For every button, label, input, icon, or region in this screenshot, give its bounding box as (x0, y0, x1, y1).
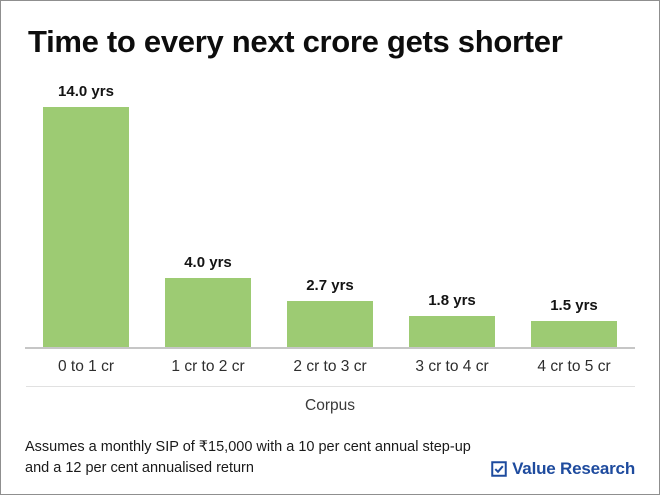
page-title: Time to every next crore gets shorter (28, 24, 563, 59)
bar (287, 301, 373, 347)
bar-value-label: 14.0 yrs (58, 83, 114, 100)
footnote-line-2: and a 12 per cent annualised return (25, 460, 254, 476)
x-axis-title: Corpus (305, 397, 355, 414)
footer: Assumes a monthly SIP of ₹15,000 with a … (25, 437, 635, 479)
x-tick-label: 1 cr to 2 cr (171, 358, 245, 375)
horizontal-divider (26, 386, 635, 387)
bar (165, 278, 251, 347)
bar-value-label: 4.0 yrs (184, 254, 232, 271)
x-tick-label: 4 cr to 5 cr (537, 358, 611, 375)
x-tick-label: 3 cr to 4 cr (415, 358, 489, 375)
bar-value-label: 1.8 yrs (428, 292, 476, 309)
plot-area: 14.0 yrs 4.0 yrs 2.7 yrs 1.8 yrs 1.5 yrs (25, 82, 635, 349)
bar-column: 14.0 yrs (25, 83, 147, 347)
logo-text: Value Research (512, 459, 635, 478)
bar-column: 1.5 yrs (513, 297, 635, 347)
bar-chart: 14.0 yrs 4.0 yrs 2.7 yrs 1.8 yrs 1.5 yrs (25, 82, 635, 349)
bar (43, 107, 129, 347)
bar-column: 2.7 yrs (269, 277, 391, 347)
footnote-line-1: Assumes a monthly SIP of ₹15,000 with a … (25, 439, 471, 455)
value-research-logo: Value Research (491, 459, 635, 479)
x-tick-label: 2 cr to 3 cr (293, 358, 367, 375)
bar (409, 316, 495, 347)
x-axis-tick-labels: 0 to 1 cr 1 cr to 2 cr 2 cr to 3 cr 3 cr… (25, 349, 635, 376)
x-tick-label: 0 to 1 cr (58, 358, 114, 375)
bar-column: 1.8 yrs (391, 292, 513, 347)
bar-column: 4.0 yrs (147, 254, 269, 347)
bar-value-label: 2.7 yrs (306, 277, 354, 294)
footnote: Assumes a monthly SIP of ₹15,000 with a … (25, 437, 471, 479)
checkbox-check-icon (491, 461, 507, 477)
bar-value-label: 1.5 yrs (550, 297, 598, 314)
bar (531, 321, 617, 347)
